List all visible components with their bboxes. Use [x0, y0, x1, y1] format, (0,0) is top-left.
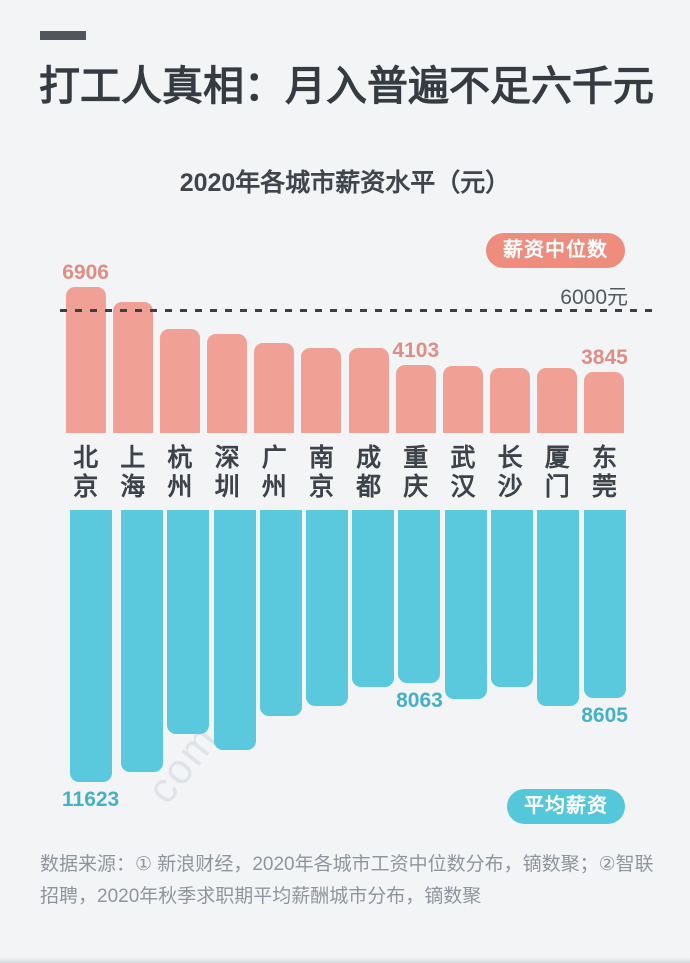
- median-bar-成都: [348, 348, 389, 433]
- city-label-广州: 广 州: [261, 444, 287, 501]
- median-column-北京: 6906: [62, 261, 109, 433]
- average-bar-重庆: [398, 510, 441, 683]
- city-label-北京: 北 京: [73, 444, 99, 501]
- average-column-北京: 11623: [62, 510, 119, 812]
- average-column-成都: [350, 510, 396, 687]
- city-label-重庆: 重 庆: [403, 444, 429, 501]
- median-bar-武汉: [442, 366, 483, 433]
- median-column-武汉: [439, 366, 486, 433]
- average-bar-杭州: [167, 510, 210, 734]
- average-bar-北京: [69, 510, 112, 782]
- reference-dashed-line: [60, 309, 657, 312]
- city-label-成都: 成 都: [356, 444, 382, 501]
- city-axis-labels: 北 京上 海杭 州深 圳广 州南 京成 都重 庆武 汉长 沙厦 门东 莞: [62, 444, 628, 502]
- average-column-厦门: [535, 510, 581, 706]
- data-source-note: 数据来源：① 新浪财经，2020年各城市工资中位数分布，镝数聚；②智联招聘，20…: [40, 854, 654, 907]
- median-column-重庆: 4103: [392, 339, 439, 433]
- reference-line-label: 6000元: [560, 286, 628, 309]
- median-column-东莞: 3845: [581, 346, 628, 433]
- average-value-label-重庆: 8063: [396, 689, 443, 712]
- chart-title: 2020年各城市薪资水平（元）: [179, 169, 511, 197]
- median-column-广州: [251, 343, 298, 433]
- median-legend-badge: 薪资中位数: [486, 233, 625, 268]
- median-bar-长沙: [490, 368, 531, 433]
- average-column-武汉: [443, 510, 489, 699]
- median-column-上海: [109, 302, 156, 433]
- average-bar-东莞: [583, 510, 626, 698]
- city-label-长沙: 长 沙: [497, 444, 523, 501]
- median-bar-上海: [112, 302, 153, 433]
- average-column-重庆: 8063: [396, 510, 443, 713]
- city-label-武汉: 武 汉: [450, 444, 476, 501]
- average-bar-广州: [259, 510, 302, 716]
- median-value-label-东莞: 3845: [581, 346, 628, 369]
- title-dash-decoration: [40, 31, 86, 40]
- average-legend-badge: 平均薪资: [507, 789, 625, 824]
- average-bar-南京: [305, 510, 348, 706]
- median-value-label-重庆: 4103: [392, 339, 440, 362]
- median-column-长沙: [487, 368, 534, 433]
- average-value-label-东莞: 8605: [581, 704, 628, 727]
- average-bar-厦门: [537, 510, 580, 706]
- average-column-广州: [258, 510, 304, 716]
- image-bottom-edge: [0, 957, 690, 963]
- median-bar-东莞: [584, 372, 625, 433]
- median-column-深圳: [204, 334, 251, 433]
- city-label-深圳: 深 圳: [214, 444, 240, 501]
- median-column-杭州: [156, 329, 203, 433]
- average-column-南京: [304, 510, 350, 706]
- median-bar-杭州: [159, 329, 200, 433]
- average-column-长沙: [489, 510, 535, 687]
- median-column-南京: [298, 348, 345, 433]
- median-bar-重庆: [395, 365, 436, 433]
- average-bar-武汉: [444, 510, 487, 699]
- average-column-杭州: [165, 510, 211, 734]
- average-bar-成都: [352, 510, 395, 687]
- average-column-深圳: [212, 510, 258, 750]
- average-column-上海: [119, 510, 165, 772]
- median-salary-bar-chart: 6906 4103 3845: [62, 259, 628, 433]
- city-label-南京: 南 京: [308, 444, 334, 501]
- page-title: 打工人真相：月入普遍不足六千元: [39, 63, 654, 109]
- average-bar-长沙: [491, 510, 534, 687]
- city-label-东莞: 东 莞: [591, 444, 617, 501]
- average-value-label-北京: 11623: [62, 788, 120, 811]
- median-value-label-北京: 6906: [62, 261, 109, 284]
- average-bar-深圳: [213, 510, 256, 750]
- city-label-厦门: 厦 门: [544, 444, 570, 501]
- average-salary-bar-chart: 11623 8063 8605: [62, 510, 628, 812]
- city-label-杭州: 杭 州: [167, 444, 193, 501]
- median-bar-深圳: [207, 334, 248, 433]
- median-bar-厦门: [537, 368, 578, 433]
- average-bar-上海: [121, 510, 164, 772]
- median-column-厦门: [534, 368, 581, 433]
- median-column-成都: [345, 348, 392, 433]
- city-label-上海: 上 海: [120, 444, 146, 501]
- median-bar-广州: [254, 343, 295, 433]
- median-bar-南京: [301, 348, 342, 433]
- average-column-东莞: 8605: [581, 510, 628, 728]
